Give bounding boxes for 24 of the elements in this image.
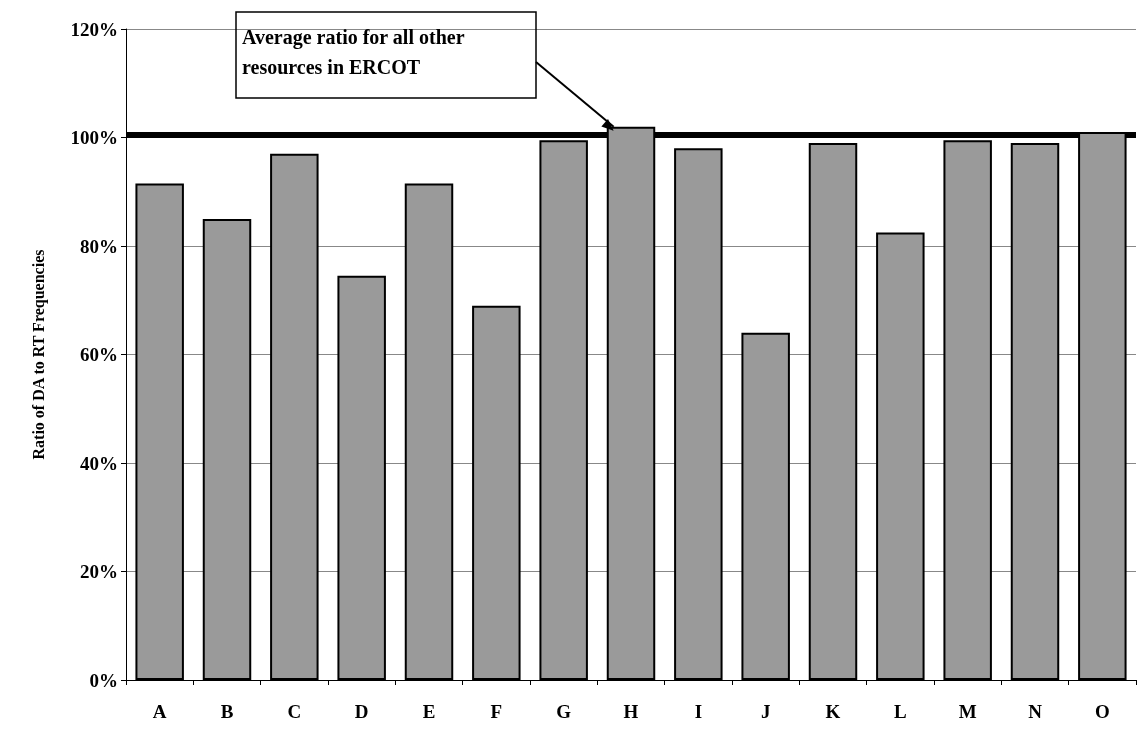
y-tick-label: 20% [80,561,118,582]
y-tick-label: 60% [80,344,118,365]
y-axis-title: Ratio of DA to RT Frequencies [29,249,48,460]
x-tick-label: D [354,701,369,722]
y-tick-label: 80% [80,235,118,257]
y-tick-label: 120% [70,18,118,40]
x-tick-label: O [1094,701,1110,722]
x-tick-label: A [152,701,167,722]
x-tick-label: B [220,701,234,722]
x-tick-label: J [760,701,771,722]
y-tick-label: 0% [89,669,118,691]
x-tick-label: N [1028,701,1043,722]
x-tick-label: E [422,701,436,722]
x-tick-label: L [893,701,907,722]
y-tick-label: 40% [80,452,118,474]
x-tick-label: F [490,701,503,722]
x-tick-label: I [694,701,703,722]
y-tick-label: 100% [70,127,118,148]
x-tick-label: C [287,701,302,722]
x-tick-label: M [958,701,977,722]
x-tick-label: G [556,701,572,722]
x-tick-label: H [623,701,639,722]
ref-line-label: Average ratio for all other resources in ERCOT [242,26,470,78]
x-tick-label: K [825,701,841,722]
